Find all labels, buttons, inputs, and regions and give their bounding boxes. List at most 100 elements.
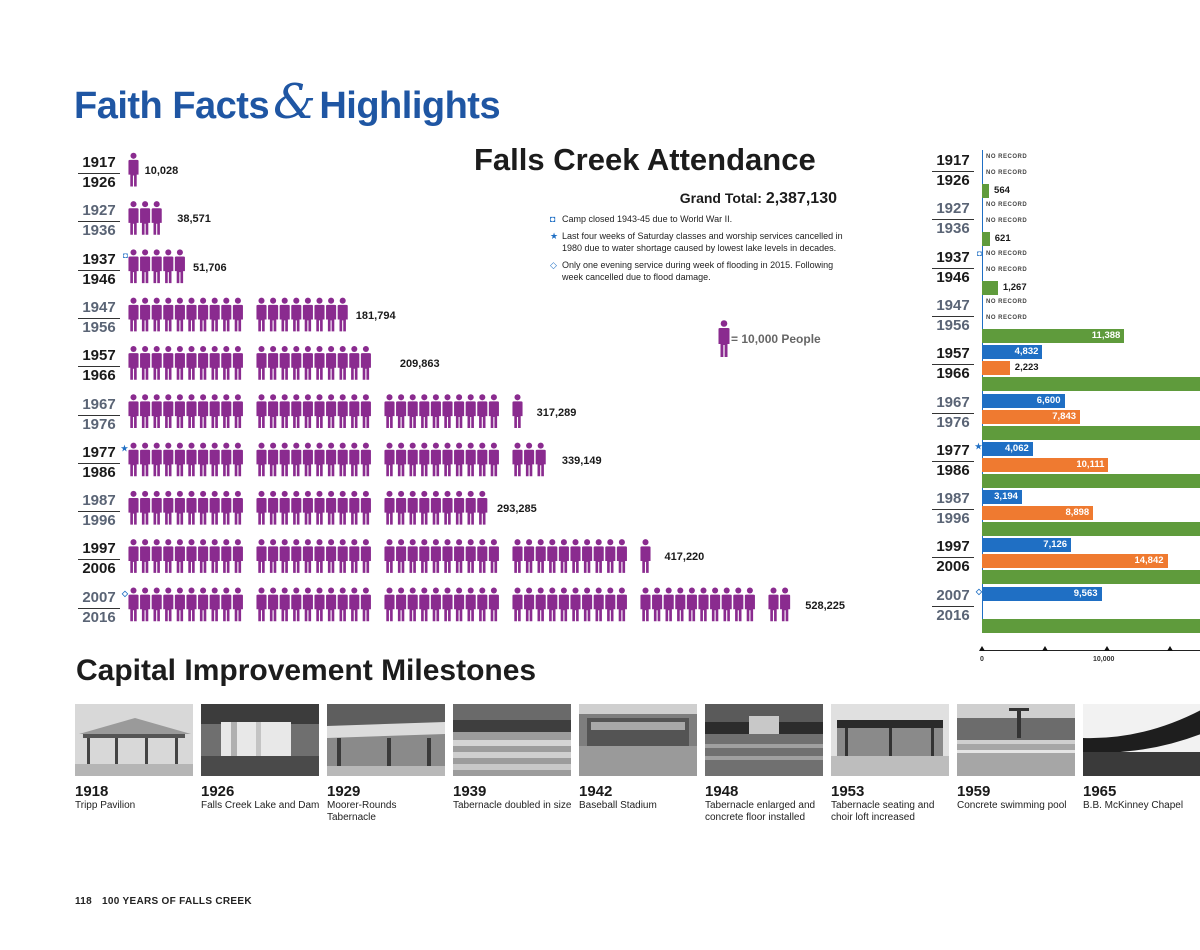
person-icon <box>360 442 371 477</box>
person-icon <box>465 587 476 622</box>
year-end: 2006 <box>82 560 116 578</box>
year-range-label: 1997 2006 <box>932 538 974 576</box>
person-icon <box>232 490 243 525</box>
person-icon <box>314 442 325 477</box>
bar-value-label: 7,126 <box>1043 539 1068 551</box>
year-range-label: 1937 1946 ◘ <box>78 251 128 289</box>
person-icon <box>198 587 209 622</box>
year-start: 1937 <box>932 249 974 269</box>
bar-value-label: 14,842 <box>1134 555 1164 567</box>
person-icon <box>477 539 488 573</box>
person-icon <box>186 587 197 622</box>
person-icon <box>582 587 593 622</box>
milestone-1942: 1942 Baseball Stadium <box>579 704 699 812</box>
x-tick-label: 0 <box>980 656 984 663</box>
pictogram-row <box>128 539 660 573</box>
person-icon <box>524 539 535 573</box>
bar-value-label: 11,388 <box>1091 329 1121 341</box>
person-icon <box>349 587 360 622</box>
bar-value-label: 564 <box>994 185 1010 196</box>
person-icon <box>232 345 243 380</box>
note-text: Camp closed 1943-45 due to World War II. <box>562 214 733 224</box>
year-range-label: 1947 1956 <box>78 299 120 337</box>
person-icon <box>140 490 151 525</box>
pictogram-row <box>128 490 493 525</box>
person-icon <box>174 442 185 477</box>
bar-value-label: 3,194 <box>994 491 1018 503</box>
partial-person-icon <box>384 345 395 380</box>
partial-person-icon <box>547 442 557 477</box>
person-icon <box>279 539 290 573</box>
year-start: 1917 <box>78 154 120 174</box>
person-icon <box>232 587 243 622</box>
book-title: 100 YEARS OF FALLS CREEK <box>102 896 252 907</box>
year-start: 1977 <box>932 442 974 462</box>
x-axis-tick <box>1166 646 1173 651</box>
page-footer: 118 100 YEARS OF FALLS CREEK <box>75 896 252 907</box>
person-icon <box>221 394 232 428</box>
partial-person-icon <box>524 394 532 428</box>
person-icon <box>430 539 441 573</box>
person-icon <box>221 442 232 477</box>
milestone-year: 1942 <box>579 783 613 800</box>
person-icon <box>128 587 139 622</box>
person-icon <box>616 587 627 622</box>
period-bar-chart: 1917 1926 NO RECORD NO RECORD 564 1927 1936 NO … <box>920 150 1200 670</box>
person-icon <box>442 490 453 525</box>
year-range-label: 1987 1996 <box>932 490 974 528</box>
milestone-year: 1929 <box>327 783 361 800</box>
bar-value-label: 10,111 <box>1076 458 1105 470</box>
no-record-label: NO RECORD <box>986 314 1028 321</box>
pictogram-row <box>128 345 395 380</box>
person-icon <box>163 297 174 332</box>
person-icon <box>396 539 407 573</box>
person-icon <box>442 442 453 477</box>
year-end: 1976 <box>82 415 116 433</box>
note-marker: ★ <box>120 443 128 453</box>
bar <box>982 345 1043 360</box>
year-end: 1946 <box>82 270 116 288</box>
person-icon <box>558 587 569 622</box>
person-icon <box>209 539 220 573</box>
year-range-label: 1977 1986 ★ <box>78 444 128 482</box>
person-icon <box>349 394 360 428</box>
person-icon <box>174 539 185 573</box>
bar-value-label: 6,600 <box>1036 394 1061 406</box>
person-icon <box>454 394 465 428</box>
person-icon <box>477 394 488 428</box>
person-icon <box>488 587 499 622</box>
year-end: 2016 <box>82 608 116 626</box>
person-icon <box>302 297 313 332</box>
bar <box>982 570 1200 585</box>
person-icon <box>454 490 465 525</box>
year-range-label: 1957 1966 <box>932 345 974 383</box>
note-marker: ◘ <box>977 248 982 258</box>
person-icon <box>337 345 348 380</box>
milestone-label: Tabernacle enlarged and concrete floor i… <box>705 800 816 823</box>
person-icon <box>314 297 325 332</box>
year-start: 2007 <box>78 589 120 609</box>
person-icon <box>140 297 151 332</box>
person-icon <box>349 539 360 573</box>
person-icon <box>128 201 139 235</box>
person-icon <box>256 490 267 525</box>
no-record-label: NO RECORD <box>986 218 1028 225</box>
year-end: 1966 <box>82 367 116 385</box>
person-icon <box>314 394 325 428</box>
milestone-label: Moorer-Rounds Tabernacle <box>327 800 397 823</box>
pictogram-row <box>128 152 139 187</box>
bar-value-label: 4,062 <box>1004 442 1029 454</box>
person-icon <box>128 345 139 380</box>
person-icon <box>140 394 151 428</box>
year-range-label: 2007 2016 ◇ <box>78 589 128 627</box>
person-icon <box>232 442 243 477</box>
note-marker: ★ <box>550 231 559 241</box>
person-icon <box>268 539 279 573</box>
milestone-year: 1939 <box>453 783 487 800</box>
person-icon <box>640 539 651 573</box>
person-icon <box>454 442 465 477</box>
bar <box>982 361 1010 376</box>
person-icon <box>256 345 267 380</box>
person-icon <box>430 442 441 477</box>
note-water-shortage: ★ Last four weeks of Saturday classes and… <box>550 230 850 254</box>
